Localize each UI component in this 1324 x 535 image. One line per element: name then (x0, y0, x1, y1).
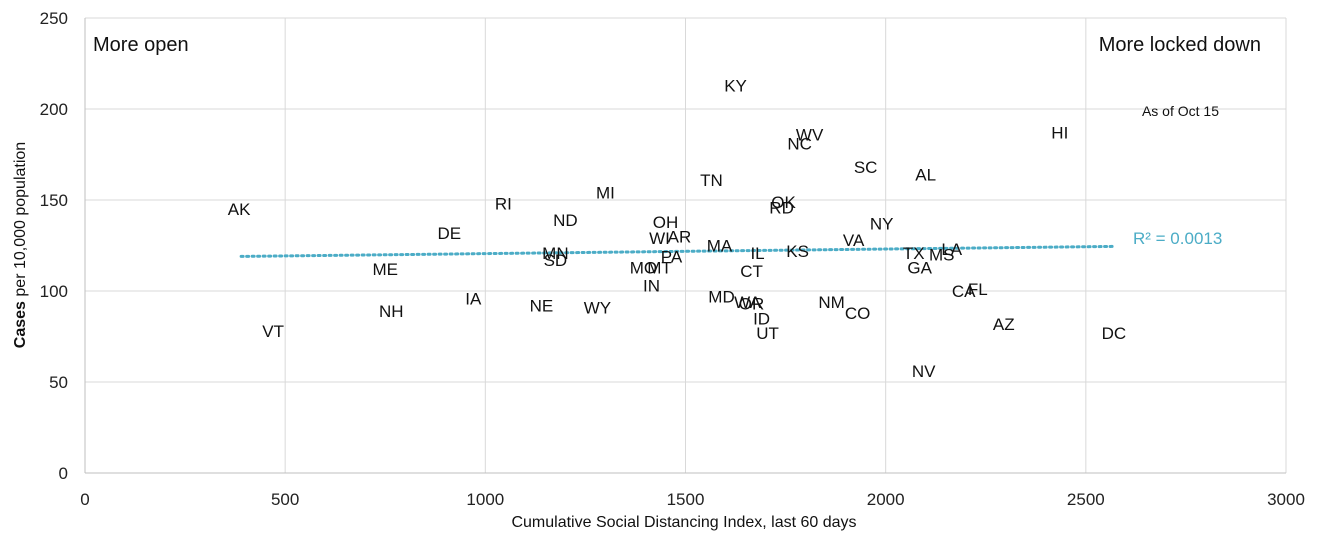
point-ky: KY (724, 76, 747, 95)
point-wa: WA (734, 293, 761, 312)
annotation-more-locked-down: More locked down (1099, 34, 1261, 56)
point-ar: AR (668, 227, 692, 246)
point-ut: UT (756, 324, 779, 343)
y-tick-label: 50 (49, 373, 68, 392)
point-hi: HI (1051, 124, 1068, 143)
point-de: DE (437, 224, 461, 243)
point-tn: TN (700, 171, 723, 190)
y-tick-label: 0 (59, 464, 68, 483)
point-mi: MI (596, 184, 615, 203)
point-wi: WI (649, 229, 670, 248)
x-tick-label: 2000 (867, 490, 905, 509)
point-ak: AK (228, 200, 251, 219)
y-tick-label: 200 (40, 100, 68, 119)
point-mn: MN (542, 244, 568, 263)
y-axis-label-rest: per 10,000 population (12, 142, 29, 301)
point-dc: DC (1102, 324, 1127, 343)
point-ri: RI (495, 195, 512, 214)
point-ma: MA (707, 237, 733, 256)
point-nh: NH (379, 302, 404, 321)
point-ny: NY (870, 215, 894, 234)
point-il: IL (750, 244, 764, 263)
y-tick-label: 150 (40, 191, 68, 210)
x-tick-labels: 0 500 1000 1500 2000 2500 3000 (80, 490, 1305, 509)
point-md: MD (708, 287, 734, 306)
point-me: ME (373, 260, 399, 279)
point-ct: CT (740, 262, 763, 281)
point-wv: WV (796, 125, 824, 144)
x-tick-label: 2500 (1067, 490, 1105, 509)
point-ok: OK (771, 193, 796, 212)
point-ca: CA (952, 282, 976, 301)
y-tick-labels: 0 50 100 150 200 250 (40, 9, 68, 483)
annotation-more-open: More open (93, 34, 189, 56)
point-nc: NC (787, 135, 812, 154)
point-nm: NM (818, 293, 844, 312)
point-az: AZ (993, 315, 1015, 334)
gridlines (85, 17, 1287, 473)
point-ne: NE (530, 297, 554, 316)
point-sc: SC (854, 158, 878, 177)
point-ia: IA (465, 289, 482, 308)
point-ks: KS (786, 242, 809, 261)
point-in: IN (643, 277, 660, 296)
point-co: CO (845, 304, 871, 323)
point-sd: SD (544, 251, 568, 270)
point-fl: FL (968, 280, 988, 299)
point-rd: RD (769, 198, 794, 217)
point-mt: MT (647, 258, 672, 277)
x-tick-label: 0 (80, 490, 89, 509)
y-axis-label-bold: Cases (12, 301, 29, 348)
x-tick-label: 500 (271, 490, 299, 509)
trendline (239, 244, 1116, 258)
point-id: ID (753, 309, 770, 328)
x-tick-label: 3000 (1267, 490, 1305, 509)
axes (84, 18, 1286, 474)
point-al: AL (915, 166, 936, 185)
y-tick-label: 250 (40, 9, 68, 28)
point-ga: GA (907, 258, 932, 277)
point-pa: PA (661, 247, 683, 266)
x-tick-label: 1000 (466, 490, 504, 509)
annotation-date-note: As of Oct 15 (1142, 103, 1219, 119)
y-tick-label: 100 (40, 282, 68, 301)
point-vt: VT (262, 322, 284, 341)
point-nv: NV (912, 362, 936, 381)
point-tx: TX (903, 244, 925, 263)
point-oh: OH (653, 213, 679, 232)
x-tick-label: 1500 (667, 490, 705, 509)
y-axis-label: Cases per 10,000 population (12, 142, 29, 348)
point-va: VA (843, 231, 865, 250)
trendline-group (239, 244, 1116, 258)
point-wy: WY (584, 298, 611, 317)
x-axis-label: Cumulative Social Distancing Index, last… (511, 514, 856, 531)
point-or: OR (739, 295, 765, 314)
point-la: LA (941, 240, 962, 259)
point-nd: ND (553, 211, 578, 230)
r-squared-label: R² = 0.0013 (1133, 229, 1222, 248)
point-mo: MO (630, 258, 657, 277)
point-ms: MS (929, 246, 955, 265)
